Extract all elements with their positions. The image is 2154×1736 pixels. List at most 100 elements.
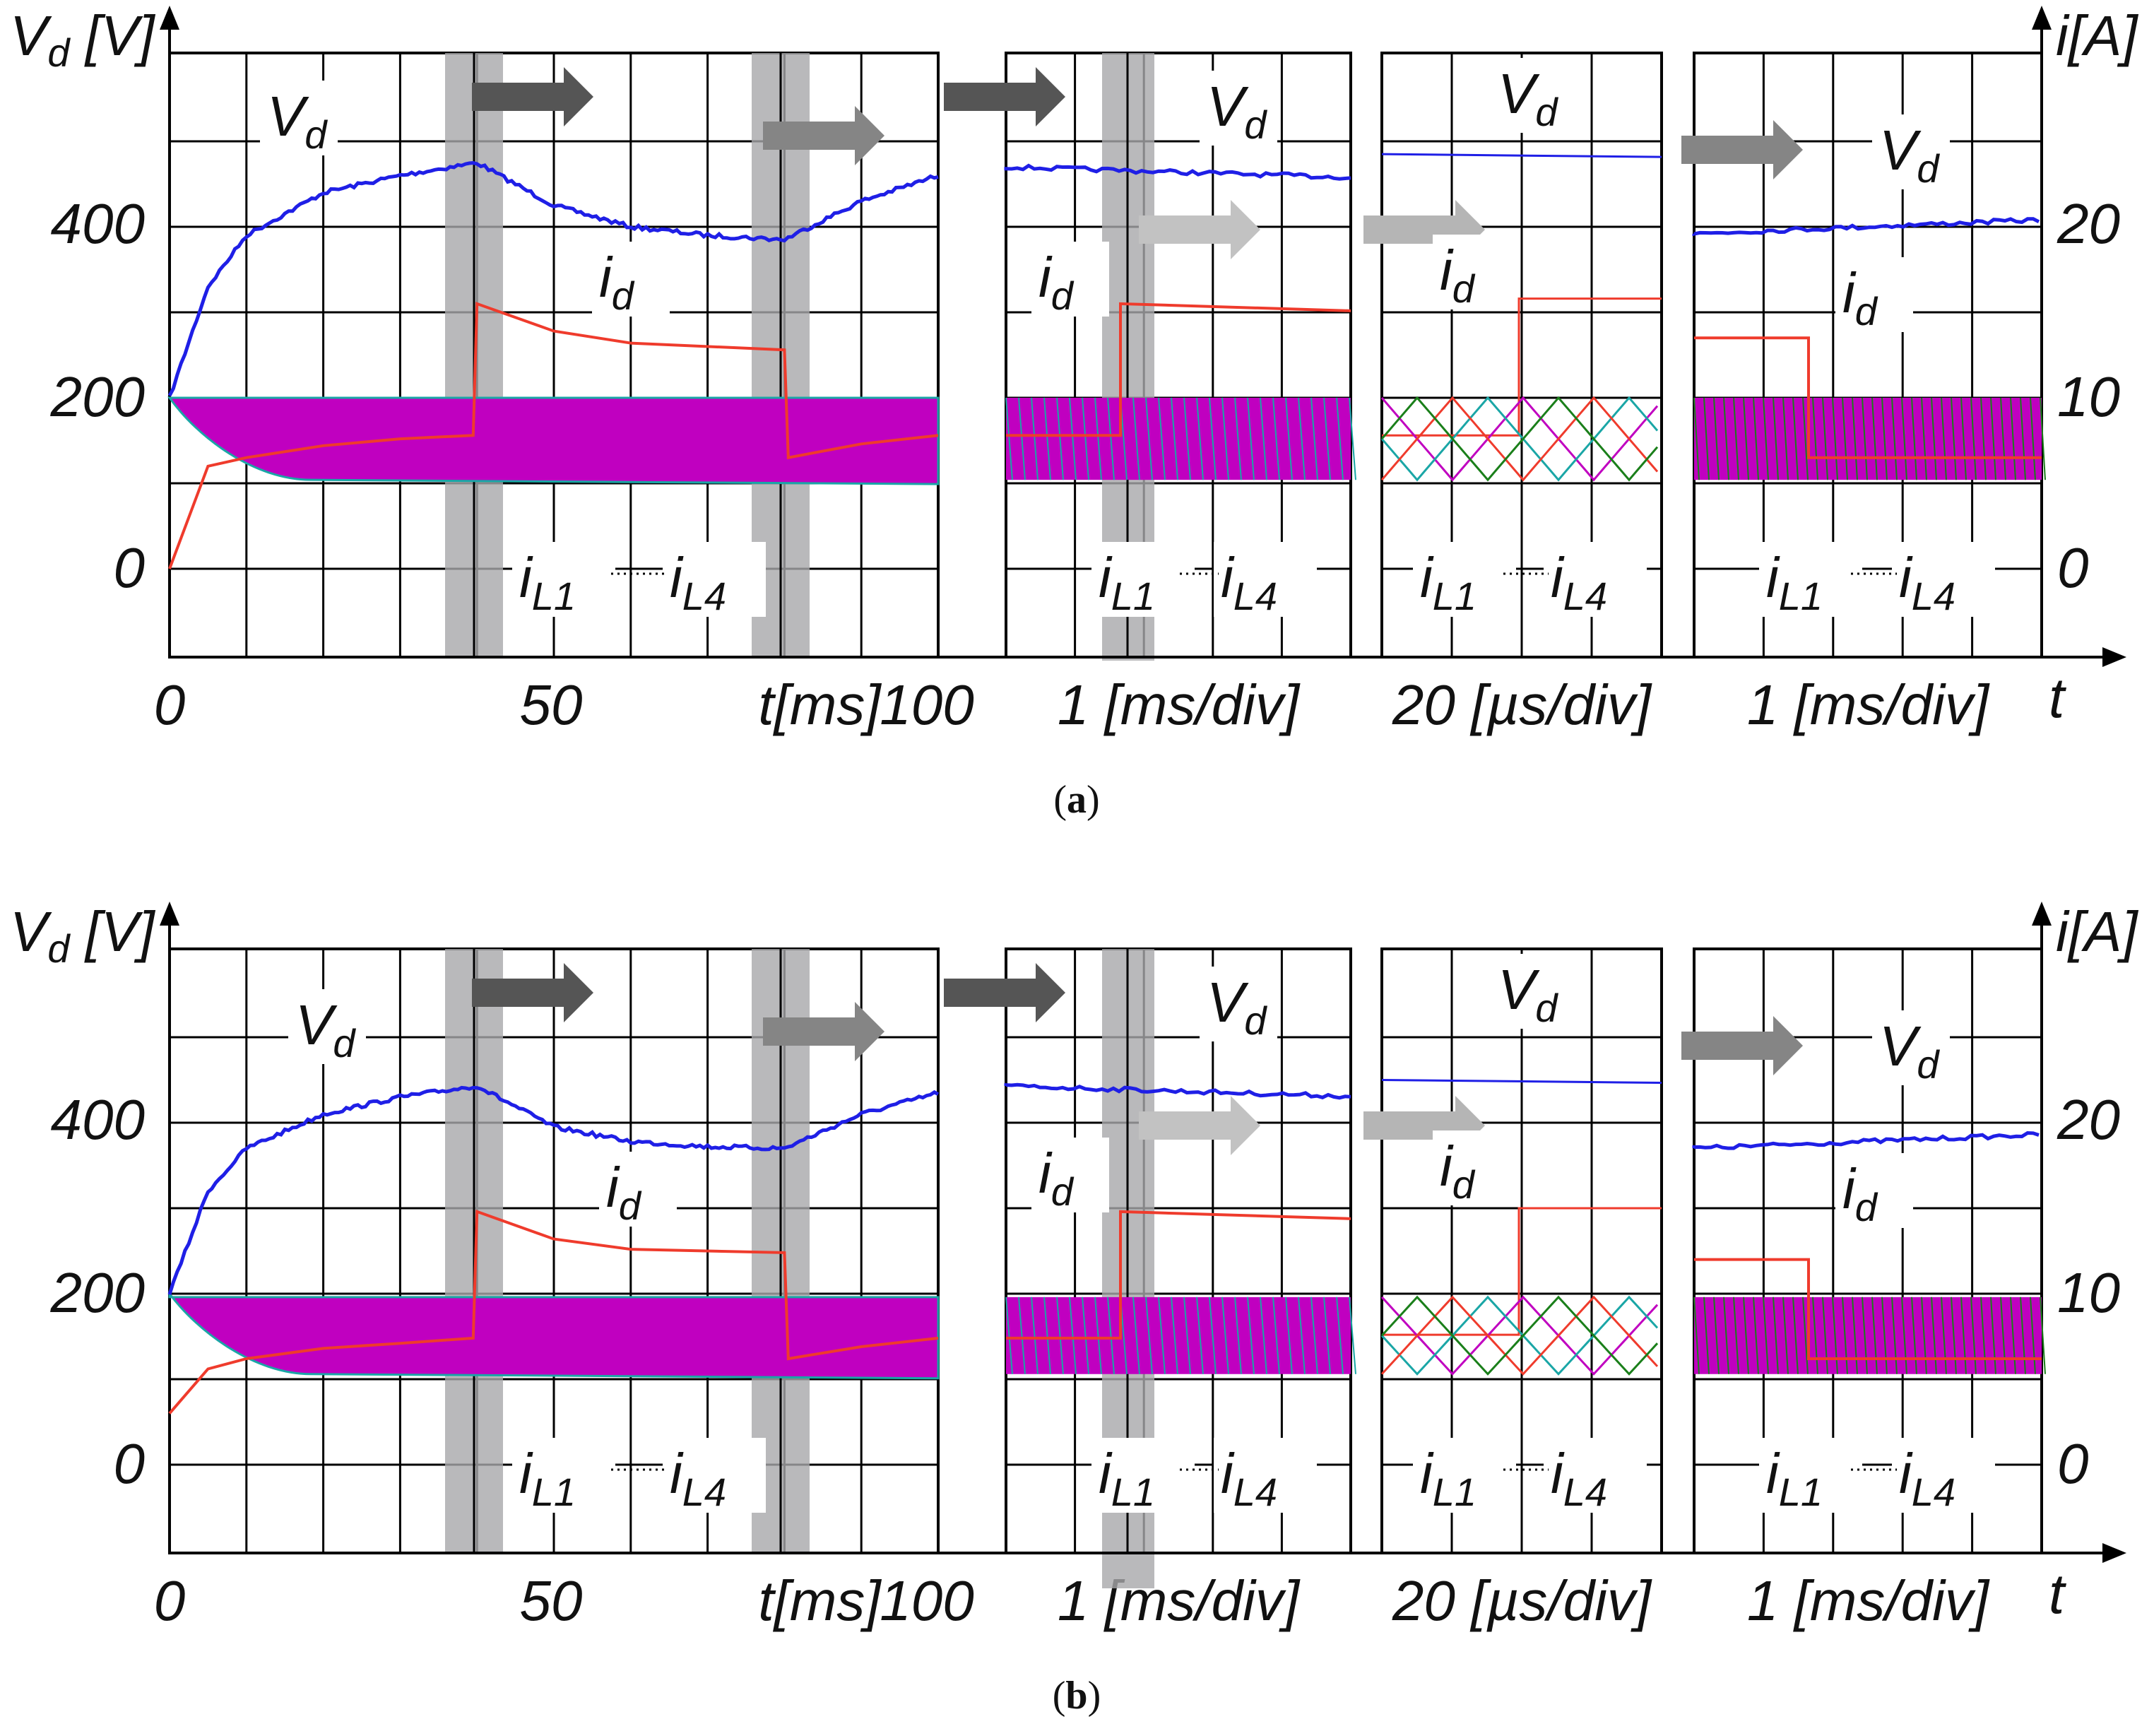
il-ripple: [1196, 397, 1204, 480]
il-ripple: [1960, 1297, 1967, 1374]
il-ripple: [1094, 1297, 1102, 1374]
label-vd-main: V: [1879, 119, 1922, 182]
y-tick-right: 10: [2057, 1261, 2120, 1324]
il-ripple: [1802, 397, 1809, 480]
label-id: id: [1038, 246, 1075, 318]
il-ripple: [1298, 397, 1306, 480]
label-bg: [599, 1152, 677, 1227]
il-ripple: [1951, 1297, 1957, 1374]
il-ripple: [1005, 397, 1013, 480]
il-ripple: [1005, 1297, 1013, 1374]
il-ripple: [1056, 397, 1064, 480]
arrow-mid: [763, 1002, 884, 1061]
label-il4: iL4: [1899, 1442, 1955, 1514]
label-id-main: i: [599, 246, 613, 309]
vd-zoom3: [1692, 1130, 2040, 1150]
label-vd-sub: d: [1244, 998, 1267, 1043]
il-ripple: [2030, 1297, 2036, 1374]
label-bg: [1892, 542, 1995, 617]
t-axis-label: t: [2049, 1562, 2066, 1625]
label-bg: [260, 81, 338, 155]
label-bg: [1759, 542, 1862, 617]
il-ripple: [1911, 1297, 1917, 1374]
label-il1-sub: L1: [1779, 1470, 1823, 1514]
label-vd-sub: d: [1244, 102, 1267, 147]
il-ripple: [1158, 397, 1166, 480]
il-ripple: [1931, 1297, 1937, 1374]
label-id-main: i: [606, 1156, 620, 1219]
label-il1-sub: L1: [1433, 1470, 1477, 1514]
label-vd: Vd: [1879, 119, 1940, 191]
label-bg: [512, 542, 615, 617]
label-bg: [1200, 71, 1277, 146]
il-ripple: [1082, 1297, 1089, 1374]
label-id-main: i: [1440, 1135, 1454, 1198]
caption-letter: b: [1065, 1674, 1087, 1718]
il-ripple: [2040, 397, 2046, 480]
x-tick-label: 100: [880, 673, 974, 736]
il-ripple: [1921, 1297, 1927, 1374]
label-id: id: [1842, 261, 1878, 333]
label-il1-main: i: [1420, 546, 1434, 609]
label-id-main: i: [1842, 261, 1857, 324]
il-ripple: [1773, 397, 1779, 480]
il-ripple: [1782, 1297, 1789, 1374]
y-label-unit: [V]: [70, 900, 156, 963]
label-bg: [1759, 1438, 1862, 1513]
label-vd-main: V: [1498, 62, 1540, 125]
arrow-dark: [944, 963, 1065, 1022]
il-ripple: [1234, 1297, 1242, 1374]
il-ripple: [1753, 1297, 1759, 1374]
label-il4-main: i: [670, 1442, 684, 1505]
y-tick-left: 400: [51, 1088, 145, 1151]
il-ripple: [1183, 1297, 1191, 1374]
il-ripple: [1247, 1297, 1255, 1374]
il-ripple: [1018, 1297, 1026, 1374]
label-id-sub: d: [612, 273, 635, 318]
x-tick-label: 0: [154, 673, 186, 736]
label-vd-main: V: [1498, 958, 1540, 1021]
label-il4: iL4: [1551, 546, 1607, 618]
label-bg: [1214, 542, 1317, 617]
label-il4: iL4: [670, 546, 726, 618]
label-bg: [1835, 1153, 1913, 1228]
il-band: [168, 1290, 940, 1380]
label-bg: [663, 1438, 766, 1513]
label-vd: Vd: [1207, 971, 1267, 1043]
label-bg: [1031, 242, 1109, 317]
il-ripple: [1871, 397, 1878, 480]
label-vd: Vd: [295, 993, 356, 1065]
section-0: 0 50 t[ms]100: [154, 947, 974, 1632]
id-trace: [168, 302, 939, 569]
caption-open: (: [1053, 778, 1067, 822]
scale-label: 1 [ms/div]: [1058, 1569, 1301, 1632]
label-il4-main: i: [1551, 546, 1565, 609]
il-ripple: [1921, 397, 1927, 480]
caption-close: ): [1088, 1674, 1101, 1718]
panel-b: 0 50 t[ms]100 1 [ms/div] 20 [µs/div] 1 [ms/di…: [10, 900, 2138, 1718]
il-ripple: [1094, 397, 1102, 480]
label-bg: [1091, 1438, 1195, 1513]
label-il1-main: i: [1766, 1442, 1780, 1505]
label-id-main: i: [1038, 1142, 1053, 1205]
il-ripple: [1812, 1297, 1818, 1374]
label-vd-main: V: [267, 85, 309, 148]
il-zoom1: [1006, 1297, 1351, 1374]
label-il4-sub: L4: [1233, 1470, 1277, 1514]
label-il4: iL4: [1221, 546, 1277, 618]
vd-zoom2: [1381, 1079, 1662, 1084]
label-il1-sub: L1: [1111, 574, 1155, 618]
il-ripple: [1931, 397, 1937, 480]
section-1: 1 [ms/div]: [1005, 52, 1352, 736]
il-ripple: [1107, 397, 1115, 480]
il-ripple: [1822, 397, 1828, 480]
label-il4-sub: L4: [1563, 574, 1607, 618]
il-ripple: [1132, 397, 1140, 480]
section-1: 1 [ms/div]: [1005, 947, 1352, 1632]
y-tick-left: 0: [114, 536, 146, 599]
il-ripple: [1349, 397, 1356, 480]
label-il1: iL1: [1420, 546, 1477, 618]
il-ripple: [1349, 1297, 1356, 1374]
il-ripple: [1260, 397, 1267, 480]
label-bg: [512, 1438, 615, 1513]
